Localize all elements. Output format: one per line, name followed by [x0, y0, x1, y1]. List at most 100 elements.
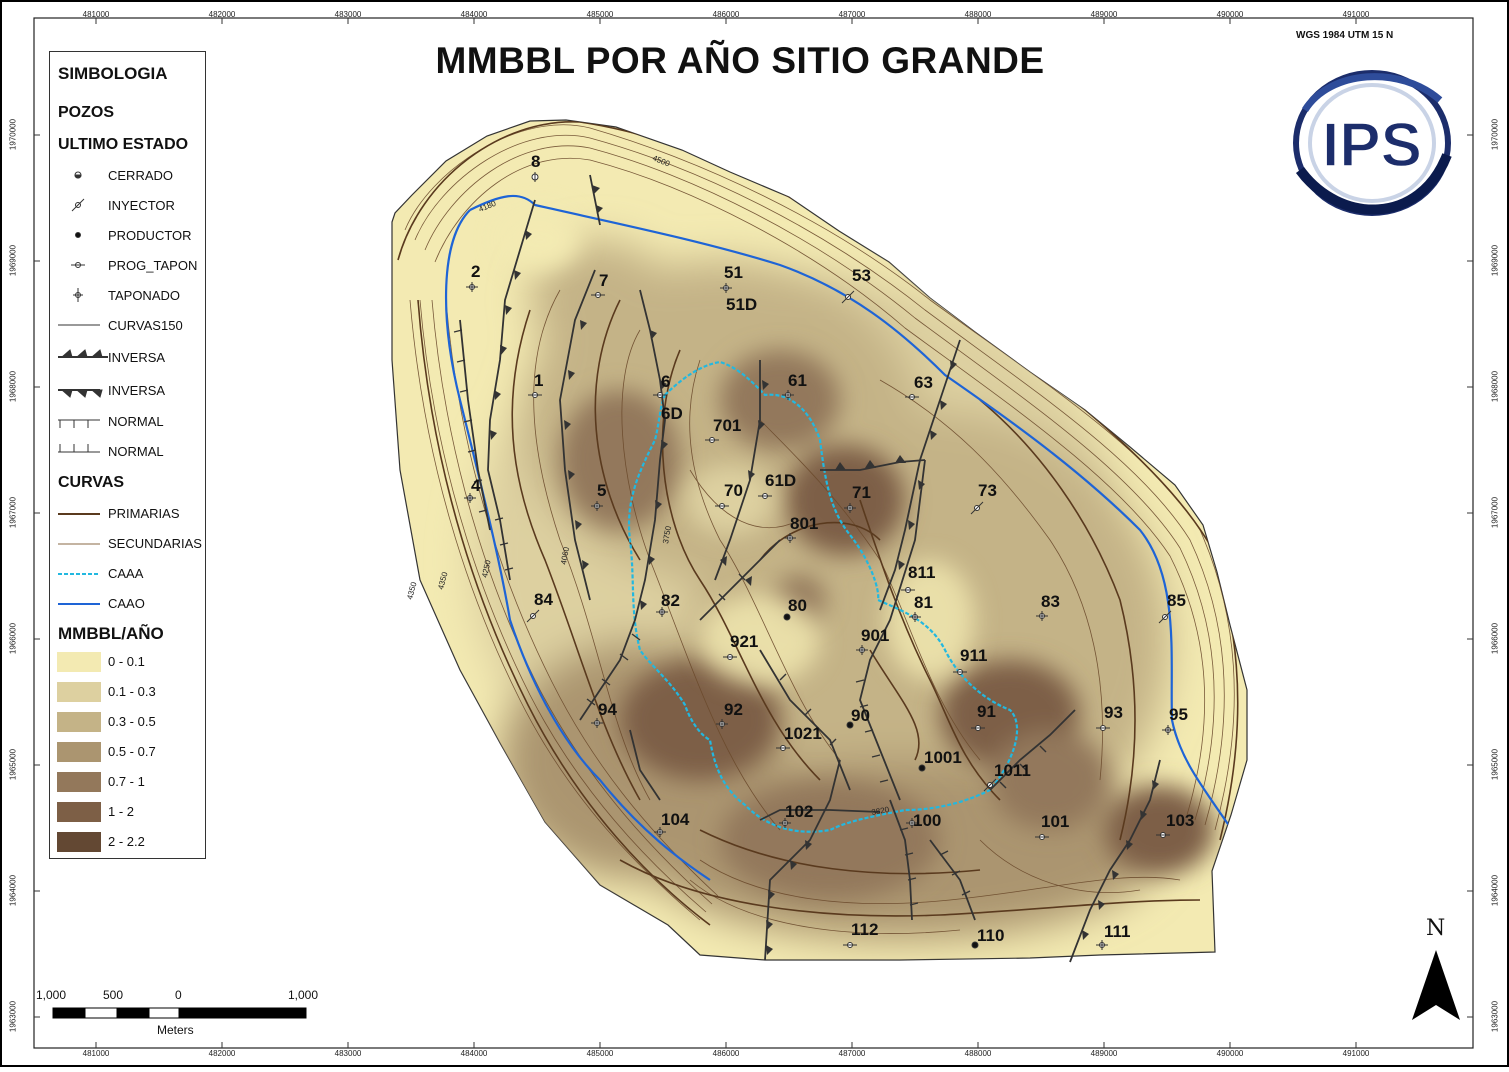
well-80: [783, 613, 791, 621]
x-tick: 484000: [460, 10, 488, 19]
legend-productor: PRODUCTOR: [108, 228, 192, 243]
well-95: [1162, 725, 1174, 735]
well-label: 1001: [924, 748, 962, 767]
logo-text: IPS: [1322, 111, 1422, 180]
ramp-label: 0.5 - 0.7: [108, 744, 156, 759]
well-label: 110: [977, 926, 1005, 945]
x-tick: 488000: [964, 1049, 992, 1058]
well-label: 102: [785, 802, 814, 821]
well-label: 82: [661, 591, 680, 610]
fault-teeth: [490, 185, 1159, 955]
inversa-1-icon: [58, 349, 108, 358]
well-label: 701: [713, 416, 742, 435]
well-label: 6: [661, 372, 671, 391]
inyector-icon: [71, 198, 85, 212]
legend-inversa-2: INVERSA: [108, 383, 166, 398]
ramp-swatch: [57, 712, 101, 732]
well-label: 85: [1167, 591, 1186, 610]
contour-label: 4060: [559, 546, 571, 566]
legend-inversa-1: INVERSA: [108, 350, 166, 365]
well-label: 61: [788, 371, 807, 390]
x-tick: 482000: [208, 1049, 236, 1058]
well-91: [971, 725, 985, 731]
legend-curvas150: CURVAS150: [108, 318, 183, 333]
caaa-line: [628, 360, 1019, 833]
y-tick: 1964000: [8, 874, 18, 907]
well-71: [844, 503, 856, 513]
x-tick: 486000: [712, 1049, 740, 1058]
well-label: 104: [661, 810, 690, 829]
y-tick: 1965000: [8, 748, 18, 781]
legend-title: SIMBOLOGIA: [58, 64, 168, 83]
legend-normal-2: NORMAL: [108, 444, 164, 459]
well-84: [526, 609, 540, 623]
well-1: [528, 392, 542, 398]
ramp-label: 1 - 2: [108, 804, 135, 819]
y-tick: 1970000: [8, 118, 18, 151]
x-tick: 485000: [586, 10, 614, 19]
fault-lines: [459, 174, 1161, 963]
grid-ticks: [34, 18, 1473, 1048]
well-label: 95: [1169, 705, 1188, 724]
well-label: 81: [914, 593, 933, 612]
well-label: 92: [724, 700, 743, 719]
y-tick: 1969000: [1490, 244, 1500, 277]
well-label: 103: [1166, 811, 1195, 830]
legend-prog-tapon: PROG_TAPON: [108, 258, 198, 273]
y-tick: 1964000: [1490, 874, 1500, 907]
ips-logo: IPS: [1293, 70, 1452, 216]
well-label: 111: [1104, 922, 1131, 941]
well-73: [970, 501, 984, 515]
x-tick: 482000: [208, 10, 236, 19]
x-tick: 489000: [1090, 1049, 1118, 1058]
legend-cerrado: CERRADO: [108, 168, 174, 183]
well-63: [905, 394, 919, 400]
well-label: 4: [471, 476, 481, 495]
well-93: [1096, 725, 1110, 731]
ramp-swatch: [57, 682, 101, 702]
well-811: [901, 587, 915, 593]
well-label: 100: [913, 811, 942, 830]
well-label: 911: [960, 646, 988, 665]
well-1011: [983, 778, 997, 792]
legend-symbols: [58, 171, 108, 453]
well-94: [591, 718, 603, 728]
x-tick: 483000: [334, 10, 362, 19]
well-85: [1158, 610, 1172, 624]
fault-normal-ticks: [453, 329, 1047, 906]
well-label: 90: [851, 706, 870, 725]
legend-secundarias: SECUNDARIAS: [108, 536, 202, 551]
well-label: 101: [1041, 812, 1070, 831]
well-label: 51D: [726, 295, 758, 314]
well-100: [906, 818, 918, 828]
well-921: [723, 654, 737, 660]
legend-taponado: TAPONADO: [108, 288, 180, 303]
legend-panel: SIMBOLOGIA POZOS ULTIMO ESTADO CERRADO I…: [49, 51, 206, 859]
legend-pozos-heading: POZOS: [58, 104, 115, 121]
legend-caaa: CAAA: [108, 566, 144, 581]
ramp-swatch: [57, 832, 101, 852]
prog-tapon-icon: [71, 262, 85, 268]
well-label: 7: [599, 271, 609, 290]
well-61d: [758, 493, 772, 499]
well-110: [971, 941, 979, 949]
y-tick: 1970000: [1490, 118, 1500, 151]
well-label: 71: [852, 483, 871, 502]
well-103: [1156, 832, 1170, 838]
well-102: [779, 818, 791, 828]
ramp-label: 0 - 0.1: [108, 654, 145, 669]
x-tick: 490000: [1216, 1049, 1244, 1058]
legend-ramp-heading: MMBBL/AÑO: [58, 624, 164, 643]
x-tick: 481000: [82, 10, 110, 19]
well-label: 84: [534, 590, 553, 609]
x-tick: 486000: [712, 10, 740, 19]
well-label: 94: [598, 700, 617, 719]
well-92: [716, 719, 728, 729]
y-tick: 1968000: [1490, 370, 1500, 403]
inversa-2-icon: [58, 389, 103, 398]
legend-estado-heading: ULTIMO ESTADO: [58, 136, 189, 153]
well-label: 921: [730, 632, 759, 651]
y-tick: 1967000: [8, 496, 18, 529]
well-label: 1: [534, 371, 544, 390]
